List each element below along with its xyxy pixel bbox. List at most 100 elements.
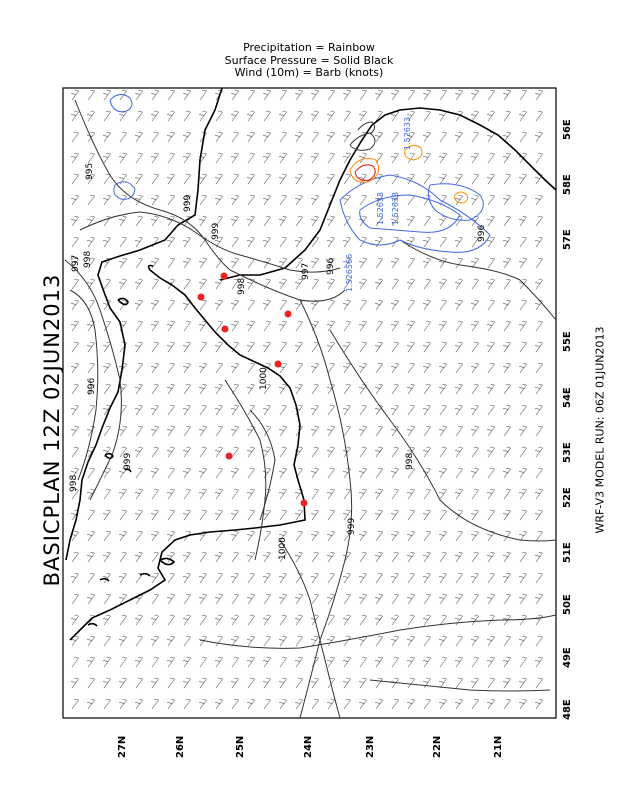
wind-barb [535, 635, 543, 647]
wind-barb [183, 383, 191, 395]
wind-barb [247, 299, 255, 311]
wind-barb [279, 488, 287, 500]
wind-barb [167, 362, 175, 374]
wind-barb [471, 572, 479, 584]
wind-barb [327, 572, 335, 584]
wind-barb [423, 152, 431, 164]
wind-barb [503, 677, 511, 689]
wind-barb [391, 257, 399, 269]
wind-barb [215, 698, 223, 710]
wind-barb [423, 446, 431, 458]
wind-barb [119, 698, 127, 710]
wind-barb [87, 698, 95, 710]
wind-barb [263, 614, 271, 626]
wind-barb [503, 257, 511, 269]
wind-barb [167, 509, 175, 521]
wind-barb [71, 404, 79, 416]
wind-barb [519, 110, 527, 122]
wind-barb [167, 698, 175, 710]
wind-barb [471, 425, 479, 437]
wind-barb [135, 215, 143, 227]
wind-barb [215, 110, 223, 122]
wind-barb [359, 89, 367, 101]
wind-barb [295, 236, 303, 248]
wind-barb [535, 383, 543, 395]
wind-barb [167, 152, 175, 164]
wind-barb [503, 278, 511, 290]
wind-barb [71, 677, 79, 689]
wind-barb [103, 89, 111, 101]
wind-barb [215, 614, 223, 626]
wind-barb [487, 425, 495, 437]
wind-barb [247, 383, 255, 395]
wind-barb [311, 131, 319, 143]
isobar-label: 999 [123, 453, 133, 470]
wind-barb [263, 173, 271, 185]
wind-barb [215, 509, 223, 521]
wind-barb [135, 299, 143, 311]
wind-barb [151, 152, 159, 164]
wind-barb [407, 677, 415, 689]
wind-barb [471, 698, 479, 710]
wind-barb [503, 362, 511, 374]
isobar-label: 997 [71, 255, 81, 272]
wind-barb [423, 551, 431, 563]
wind-barb [279, 152, 287, 164]
wind-barb [343, 320, 351, 332]
wind-barb [103, 593, 111, 605]
lat-label: 27N [117, 736, 128, 758]
station-markers [197, 272, 308, 507]
wind-barb [455, 383, 463, 395]
wind-barb [455, 467, 463, 479]
wind-barb [327, 551, 335, 563]
wind-barb [151, 446, 159, 458]
wind-barb [231, 551, 239, 563]
wind-barb [503, 530, 511, 542]
wind-barb [439, 425, 447, 437]
wind-barb [519, 320, 527, 332]
wind-barb [231, 152, 239, 164]
wind-barb [103, 509, 111, 521]
wind-barb [231, 467, 239, 479]
wind-barb [71, 320, 79, 332]
wind-barb [359, 194, 367, 206]
wind-barb [279, 530, 287, 542]
wind-barb [375, 215, 383, 227]
wind-barb [119, 215, 127, 227]
wind-barb [103, 551, 111, 563]
wind-barb [375, 341, 383, 353]
wind-barb [471, 383, 479, 395]
lat-label: 25N [235, 736, 246, 758]
wind-barb [327, 131, 335, 143]
wind-barb [471, 593, 479, 605]
wind-barb [375, 509, 383, 521]
wind-barb [87, 173, 95, 185]
wind-barb [407, 509, 415, 521]
wind-barb [151, 551, 159, 563]
wind-barb [87, 551, 95, 563]
wind-barb [519, 488, 527, 500]
wind-barb [231, 110, 239, 122]
wind-barb [103, 656, 111, 668]
wind-barb [199, 110, 207, 122]
wind-barb [343, 488, 351, 500]
wind-barb [231, 425, 239, 437]
wind-barb [407, 383, 415, 395]
wind-barb [183, 362, 191, 374]
wind-barb [407, 425, 415, 437]
wind-barb [279, 173, 287, 185]
wind-barb [231, 572, 239, 584]
wind-barb [439, 698, 447, 710]
wind-barb [375, 299, 383, 311]
wind-barb [167, 341, 175, 353]
wind-barb [215, 425, 223, 437]
wind-barb [215, 362, 223, 374]
wind-barb [231, 236, 239, 248]
wind-barb [455, 320, 463, 332]
wind-barb [199, 551, 207, 563]
wind-barb [471, 89, 479, 101]
wind-barb [151, 614, 159, 626]
wind-barb [247, 152, 255, 164]
wind-barb [183, 572, 191, 584]
wind-barb [407, 656, 415, 668]
